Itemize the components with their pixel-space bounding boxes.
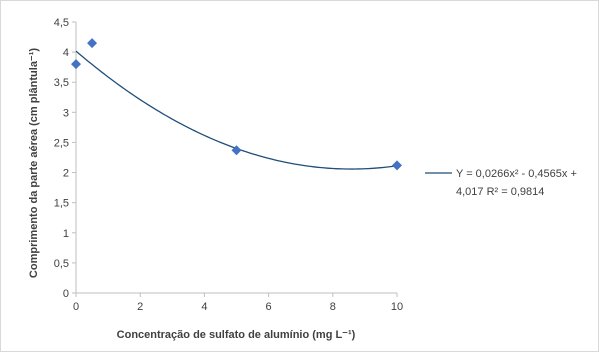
axes [75, 22, 397, 294]
y-tick-label: 1 [63, 228, 69, 240]
y-tick-label: 2 [63, 168, 69, 180]
x-tick-label: 8 [330, 301, 336, 313]
x-tick-label: 4 [201, 301, 207, 313]
data-point [231, 145, 242, 156]
y-tick-label: 4,5 [54, 17, 69, 29]
y-tick-label: 0,5 [54, 258, 69, 270]
legend: Y = 0,0266x² - 0,4565x + 4,017 R² = 0,98… [425, 168, 577, 198]
y-tick-label: 1,5 [54, 198, 69, 210]
x-tick-label: 10 [391, 301, 403, 313]
data-point [87, 38, 98, 49]
x-axis-label: Concentração de sulfato de alumínio (mg … [117, 329, 356, 341]
x-tick-label: 0 [73, 301, 79, 313]
x-axis-ticks: 0 2 4 6 8 10 [73, 293, 403, 313]
y-tick-label: 4 [63, 47, 69, 59]
y-tick-label: 0 [63, 288, 69, 300]
data-point [392, 160, 402, 171]
x-tick-label: 6 [266, 301, 272, 313]
x-tick-label: 2 [137, 301, 143, 313]
y-tick-label: 3 [63, 107, 69, 119]
y-axis-label: Comprimento da parte aérea (cm plântula⁻… [28, 48, 40, 278]
y-tick-label: 2,5 [54, 137, 69, 149]
data-points [71, 38, 402, 171]
data-point [71, 59, 81, 70]
legend-equation-line1: Y = 0,0266x² - 0,4565x + [456, 168, 577, 180]
y-tick-label: 3,5 [54, 77, 69, 89]
y-axis-ticks: 0 0,5 1 1,5 2 2,5 3 3,5 4 4,5 [54, 17, 76, 300]
legend-equation-line2: 4,017 R² = 0,9814 [456, 186, 544, 198]
